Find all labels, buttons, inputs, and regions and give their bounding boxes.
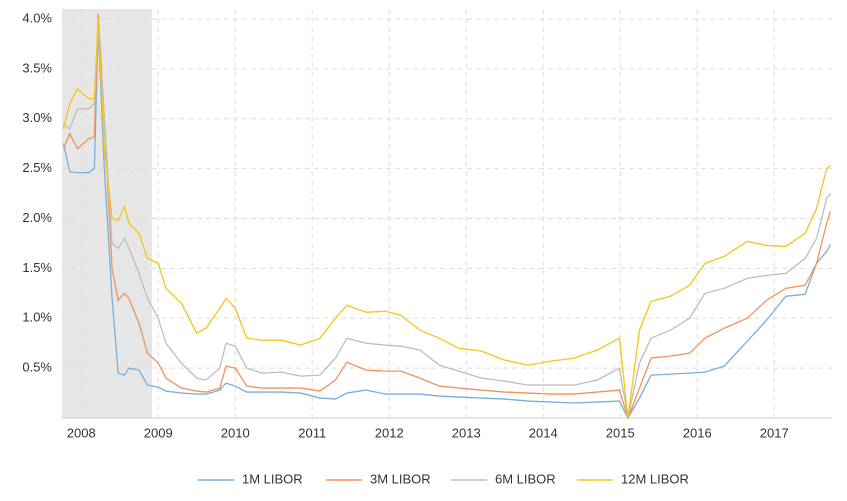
y-tick-label: 1.5%: [22, 260, 52, 275]
series-line: [62, 18, 831, 419]
x-tick-label: 2012: [375, 425, 404, 440]
y-tick-label: 3.0%: [22, 110, 52, 125]
x-tick-label: 2017: [760, 425, 789, 440]
x-tick-label: 2016: [683, 425, 712, 440]
x-tick-label: 2013: [452, 425, 481, 440]
y-tick-label: 4.0%: [22, 10, 52, 25]
legend-label: 3M LIBOR: [370, 471, 431, 486]
x-tick-label: 2011: [298, 425, 326, 440]
y-tick-label: 3.5%: [22, 60, 52, 75]
series-line: [62, 13, 832, 420]
series-line: [62, 28, 832, 420]
y-tick-label: 0.5%: [22, 360, 52, 375]
x-tick-label: 2014: [529, 425, 558, 440]
x-tick-label: 2015: [606, 425, 635, 440]
legend-label: 12M LIBOR: [621, 471, 689, 486]
x-tick-label: 2009: [144, 425, 173, 440]
legend-label: 1M LIBOR: [242, 471, 303, 486]
y-tick-label: 1.0%: [22, 310, 52, 325]
y-tick-label: 2.0%: [22, 210, 52, 225]
x-tick-label: 2010: [221, 425, 250, 440]
legend-label: 6M LIBOR: [495, 471, 556, 486]
x-tick-label: 2008: [67, 425, 96, 440]
series-line: [63, 28, 831, 419]
y-tick-label: 2.5%: [22, 160, 52, 175]
